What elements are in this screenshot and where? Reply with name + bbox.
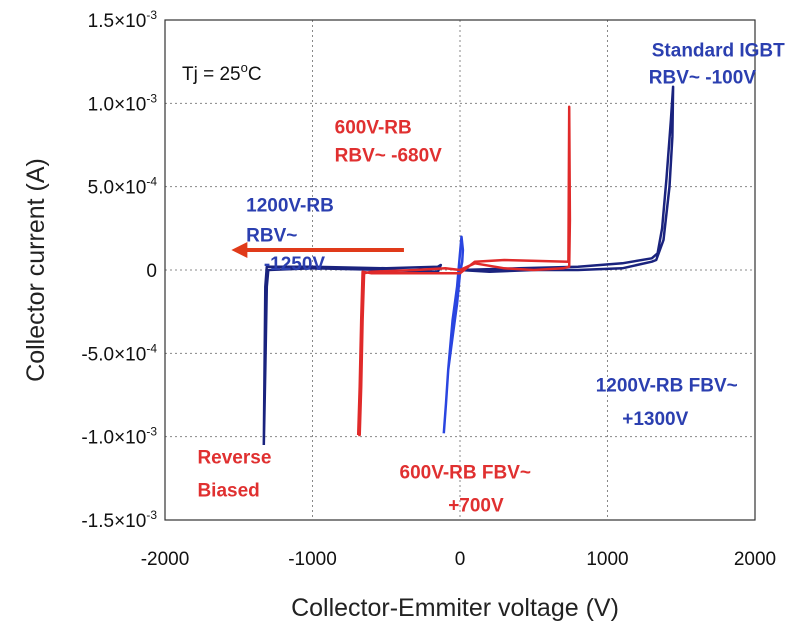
annotation-label: Reverse <box>197 447 271 468</box>
y-tick-label: 5.0×10-4 <box>88 175 158 199</box>
x-tick-label: 1000 <box>586 549 628 570</box>
annotation-label: -1250V <box>264 254 326 275</box>
y-tick-labels: 1.5×10-3 1.0×10-3 5.0×10-4 0 -5.0×10-4 -1.0×1… <box>81 8 157 532</box>
plot-frame <box>164 19 756 521</box>
tj-label: Tj = 25oC <box>182 60 262 85</box>
annotations: Standard IGBT RBV~ -100V 600V-RB RBV~ -680V… <box>197 41 785 517</box>
x-tick-labels: -2000 -1000 0 1000 2000 <box>141 549 776 570</box>
x-tick-label: -2000 <box>141 549 190 570</box>
arrow-head <box>231 242 248 258</box>
series-layer <box>262 85 675 446</box>
annotation-label: 600V-RB FBV~ <box>400 462 531 483</box>
x-tick-label: -1000 <box>288 549 337 570</box>
annotation-label: Standard IGBT <box>652 41 785 62</box>
annotation-label: 1200V-RB FBV~ <box>596 376 738 397</box>
annotation-label: Biased <box>197 481 259 502</box>
series-line <box>459 85 675 273</box>
annotation-label: +700V <box>448 496 504 517</box>
annotation-label: RBV~ <box>246 226 297 247</box>
y-axis-title: Collector current (A) <box>22 158 50 382</box>
y-tick-label: -1.5×10-3 <box>81 508 157 532</box>
y-tick-label: -1.0×10-3 <box>81 425 157 449</box>
annotation-label: RBV~ -680V <box>335 146 443 167</box>
x-axis-title: Collector-Emmiter voltage (V) <box>291 594 619 622</box>
annotation-label: RBV~ -100V <box>649 67 757 88</box>
annotation-arrow <box>231 242 404 258</box>
y-tick-label: 0 <box>146 261 157 282</box>
y-tick-label: -5.0×10-4 <box>81 341 157 365</box>
series-line <box>356 105 572 437</box>
annotation-label: 600V-RB <box>335 117 412 138</box>
y-tick-label: 1.5×10-3 <box>88 8 158 32</box>
series-line <box>442 235 465 434</box>
y-tick-label: 1.0×10-3 <box>88 91 158 115</box>
x-tick-label: 0 <box>455 549 466 570</box>
annotation-label: 1200V-RB <box>246 196 334 217</box>
annotation-label: +1300V <box>622 409 688 430</box>
x-tick-label: 2000 <box>734 549 776 570</box>
